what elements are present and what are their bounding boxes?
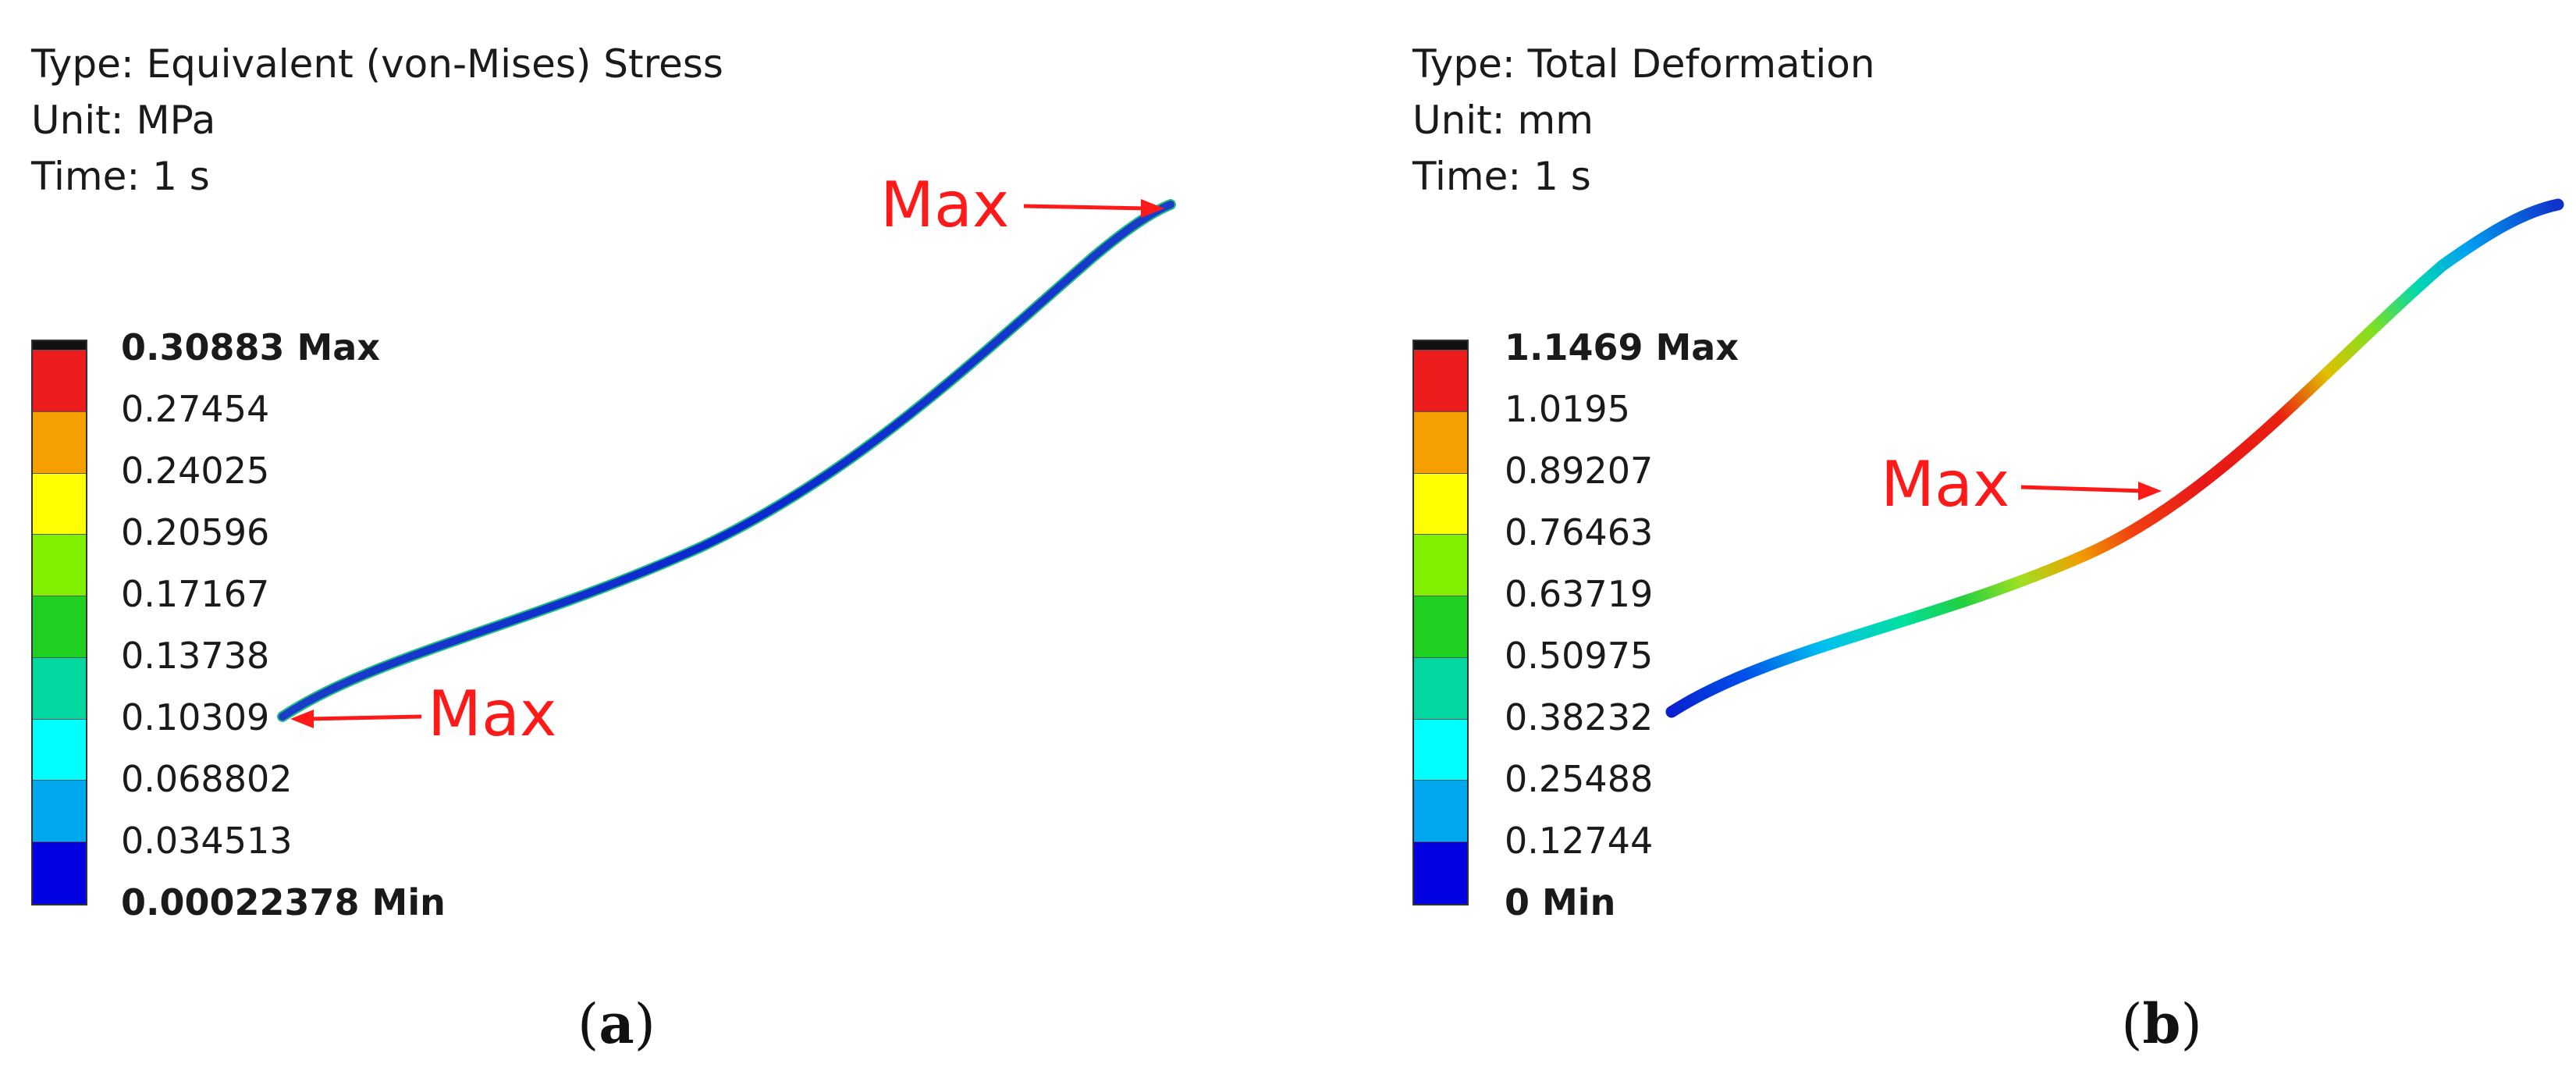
max-arrowhead-top [1141,199,1164,218]
legend-color-band [33,781,86,843]
max-arrow-bottom [307,714,422,721]
legend-color-band [1414,411,1467,474]
time-label: Time: 1 s [31,154,210,199]
caption-a: (a) [577,991,656,1056]
panel-stress: Type: Equivalent (von-Mises) Stress Unit… [31,36,1176,1056]
legend-color-band [1414,781,1467,843]
legend-label: 0.13738 [121,635,270,677]
max-arrowhead [2138,482,2162,500]
result-header: Type: Total Deformation Unit: mm Time: 1… [1412,36,1875,205]
legend-label: 0.76463 [1505,511,1654,553]
legend-color-band [33,719,86,781]
legend-label: 0.30883 Max [121,326,381,368]
unit-label: Unit: MPa [31,98,216,143]
legend-label: 0.25488 [1505,758,1654,800]
color-legend-bar [1412,340,1469,905]
legend-label: 1.1469 Max [1505,326,1739,368]
legend-cap-top [1414,341,1467,350]
legend-label: 0.068802 [121,758,293,800]
beam-body [279,201,1174,720]
time-label: Time: 1 s [1412,154,1591,199]
legend-label: 0.89207 [1505,450,1654,492]
legend-label: 0.12744 [1505,820,1654,862]
legend-color-band [1414,842,1467,904]
legend-label: 0.10309 [121,696,270,738]
panel-deformation: Type: Total Deformation Unit: mm Time: 1… [1288,0,2576,1078]
legend-color-band [33,657,86,720]
beam-body [1665,198,2564,718]
legend-cap-top [33,341,86,350]
legend-label: 0.50975 [1505,635,1654,677]
legend-label: 1.0195 [1505,388,1630,430]
max-annotation-top: Max [880,169,1009,241]
legend-label: 0 Min [1505,881,1616,923]
legend-label: 0.24025 [121,450,270,492]
max-arrowhead-bottom [290,710,314,728]
legend-color-band [1414,350,1467,412]
legend-label: 0.17167 [121,573,270,615]
max-arrow [2020,485,2145,493]
unit-label: Unit: mm [1412,98,1594,143]
type-label: Type: Total Deformation [1412,41,1875,87]
legend-label: 0.20596 [121,511,270,553]
legend-label: 0.63719 [1505,573,1654,615]
caption-b: (b) [2121,991,2202,1056]
legend-color-band [33,473,86,535]
legend-color-band [33,411,86,474]
max-annotation: Max [1881,448,2009,521]
legend-color-band [1414,719,1467,781]
legend-color-band [1414,535,1467,597]
legend-color-band [1414,596,1467,658]
legend-color-band [33,842,86,904]
legend-color-band [33,350,86,412]
result-header: Type: Equivalent (von-Mises) Stress Unit… [31,36,723,205]
legend-label: 0.00022378 Min [121,881,446,923]
type-label: Type: Equivalent (von-Mises) Stress [31,41,723,87]
legend-color-band [1414,473,1467,535]
legend-color-band [33,535,86,597]
legend-label: 0.38232 [1505,696,1654,738]
max-arrow-top [1023,204,1148,211]
legend-color-band [1414,657,1467,720]
legend-label: 0.034513 [121,820,293,862]
beam-edge [277,199,1176,722]
max-annotation-bottom: Max [428,678,556,750]
color-legend-bar [31,340,87,905]
legend-label: 0.27454 [121,388,270,430]
legend-color-band [33,596,86,658]
